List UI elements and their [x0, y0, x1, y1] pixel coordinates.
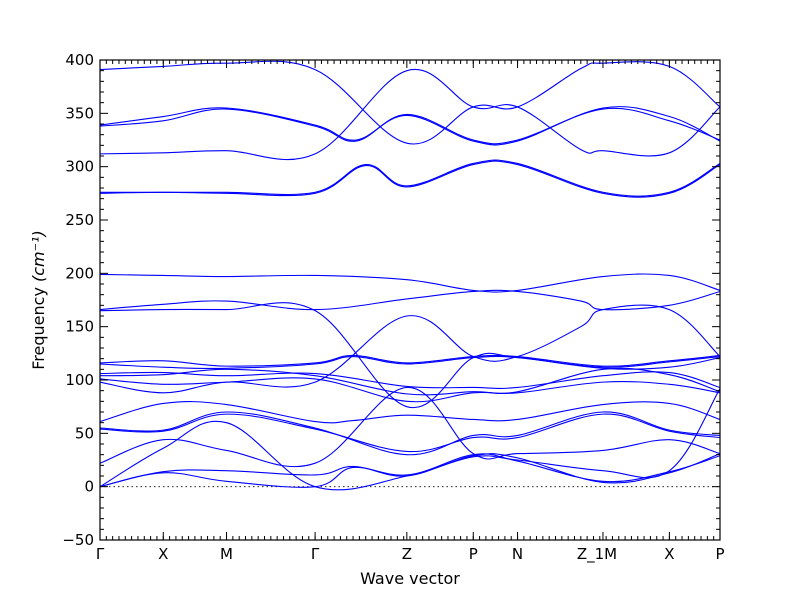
y-tick-label: 350 [65, 104, 94, 122]
band-line-12 [100, 371, 720, 389]
band-line-3 [100, 106, 720, 146]
band-line-16 [100, 401, 720, 424]
y-axis-title-text: Frequency [29, 287, 48, 370]
x-axis-title: Wave vector [360, 569, 460, 588]
x-tick-label: P [715, 545, 724, 563]
x-tick-label: Γ [96, 545, 105, 563]
x-tick-label: Z [402, 545, 412, 563]
x-tick-label: P [469, 545, 478, 563]
band-line-4 [100, 68, 720, 161]
band-line-13 [100, 367, 720, 396]
y-axis-title-unit: (cm⁻¹) [29, 230, 48, 282]
band-line-15 [100, 304, 720, 394]
band-line-22 [100, 388, 720, 488]
band-line-7 [100, 273, 720, 293]
band-line-18 [100, 413, 720, 453]
y-tick-label: −50 [62, 531, 94, 549]
axis-layer: −50 0 50 100 150 200 250 300 350 400 Γ X M Γ Z P N Z_1M X P [62, 51, 724, 564]
band-line-19 [100, 386, 720, 468]
x-tick-label: Γ [311, 545, 320, 563]
band-line-6 [100, 160, 720, 198]
band-line-21 [100, 453, 720, 488]
band-lines [100, 60, 720, 491]
y-tick-label: 300 [65, 158, 94, 176]
y-axis-title: Frequency (cm⁻¹) [29, 230, 48, 369]
x-tick-label: X [158, 545, 168, 563]
plot-frame [99, 59, 721, 541]
band-line-11 [100, 355, 720, 370]
band-line-5 [100, 159, 720, 197]
band-line-20 [100, 420, 720, 491]
x-tick-label: N [512, 545, 523, 563]
x-tick-label: Z_1M [577, 545, 617, 564]
y-tick-label: 0 [84, 478, 94, 496]
band-line-17 [100, 411, 720, 456]
x-tick-label: M [220, 545, 233, 563]
band-line-8 [100, 289, 720, 311]
plot-layer [100, 60, 720, 491]
band-line-14 [100, 377, 720, 403]
band-line-2 [100, 107, 720, 145]
y-tick-label: 250 [65, 211, 94, 229]
y-tick-label: 150 [65, 318, 94, 336]
y-tick-label: 400 [65, 51, 94, 69]
band-line-9 [100, 302, 720, 409]
x-tick-label: X [664, 545, 674, 563]
y-tick-label: 100 [65, 371, 94, 389]
y-tick-label: 50 [75, 424, 94, 442]
y-tick-label: 200 [65, 264, 94, 282]
band-line-10 [100, 354, 720, 367]
band-line-1 [100, 60, 720, 145]
